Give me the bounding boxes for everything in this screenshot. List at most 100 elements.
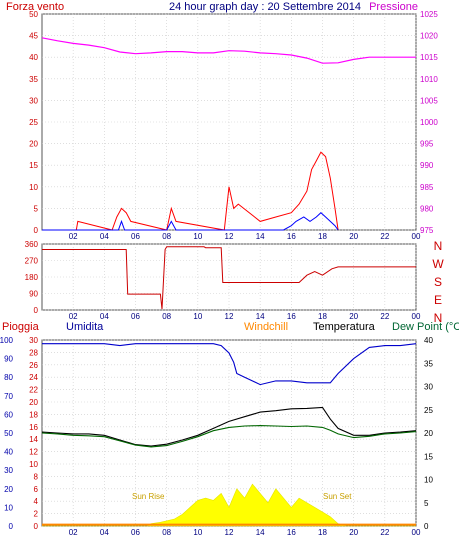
wind-speed-tick-label: 45 — [29, 32, 38, 41]
p1-x-tick-label: 04 — [100, 232, 109, 241]
rain-tick-label: 26 — [29, 361, 38, 370]
wind-speed-tick-label: 15 — [29, 161, 38, 170]
p3-x-tick-label: 02 — [69, 528, 78, 537]
wind-speed-tick-label: 20 — [29, 140, 38, 149]
p1-x-tick-label: 08 — [162, 232, 171, 241]
temperature-tick-label: 30 — [424, 383, 433, 392]
wind-direction-grid — [42, 243, 417, 311]
p3-x-tick-label: 00 — [412, 528, 421, 537]
rain-tick-label: 14 — [29, 435, 38, 444]
pressure-tick-label: 1005 — [420, 96, 438, 105]
p2-x-tick-label: 02 — [69, 312, 78, 321]
compass-label: N — [434, 239, 443, 253]
wind-speed-tick-label: 10 — [29, 183, 38, 192]
humidity-tick-label: 40 — [4, 448, 13, 457]
p1-series-line-1 — [42, 151, 339, 231]
temperature-tick-label: 5 — [424, 499, 429, 508]
temperature-tick-label: 35 — [424, 359, 433, 368]
rain-tick-label: 24 — [29, 373, 38, 382]
compass-label: N — [434, 311, 443, 325]
wind-direction-line-0 — [42, 246, 416, 310]
humidity-tick-label: 60 — [4, 410, 13, 419]
rain-tick-label: 28 — [29, 348, 38, 357]
p1-x-tick-label: 16 — [287, 232, 296, 241]
rain-tick-label: 10 — [29, 460, 38, 469]
pressure-tick-label: 1015 — [420, 53, 438, 62]
wind-speed-tick-label: 5 — [34, 204, 39, 213]
humidity-label: Umidita — [66, 321, 104, 333]
compass-label: S — [434, 275, 442, 289]
wind-speed-tick-label: 30 — [29, 96, 38, 105]
wind-direction-ticks: 0 90 180 270 360 02 04 06 08 10 12 14 16 18 20 22 00 — [25, 240, 421, 321]
windchill-label: Windchill — [244, 321, 288, 333]
p3-x-tick-label: 20 — [349, 528, 358, 537]
climate-series — [41, 343, 417, 527]
p1-x-tick-label: 06 — [131, 232, 140, 241]
p2-x-tick-label: 10 — [193, 312, 202, 321]
wind-direction-tick-label: 0 — [34, 306, 39, 315]
p1-x-tick-label: 22 — [380, 232, 389, 241]
p2-x-tick-label: 12 — [225, 312, 234, 321]
rain-tick-label: 0 — [34, 522, 39, 531]
dew-point-label: Dew Point (°C — [392, 321, 459, 333]
rain-tick-label: 6 — [34, 485, 39, 494]
p3-x-tick-label: 14 — [256, 528, 265, 537]
p1-x-tick-label: 02 — [69, 232, 78, 241]
rain-label: Pioggia — [2, 321, 40, 333]
rain-tick-label: 20 — [29, 398, 38, 407]
p2-x-tick-label: 16 — [287, 312, 296, 321]
humidity-tick-label: 50 — [4, 429, 13, 438]
temperature-label: Temperatura — [313, 321, 376, 333]
p2-x-tick-label: 04 — [100, 312, 109, 321]
pressure-tick-label: 980 — [420, 204, 434, 213]
pressure-tick-label: 1010 — [420, 75, 438, 84]
p2-x-tick-label: 08 — [162, 312, 171, 321]
temperature-tick-label: 25 — [424, 406, 433, 415]
humidity-tick-label: 30 — [4, 466, 13, 475]
rain-tick-label: 4 — [34, 497, 39, 506]
wind-speed-tick-label: 40 — [29, 53, 38, 62]
wind-direction-tick-label: 90 — [29, 290, 38, 299]
humidity-tick-label: 80 — [4, 373, 13, 382]
chart-title: 24 hour graph day : 20 Settembre 2014 — [169, 1, 361, 13]
p3-series-line-1 — [41, 406, 417, 447]
p2-x-tick-label: 22 — [380, 312, 389, 321]
p3-x-tick-label: 04 — [100, 528, 109, 537]
p3-x-tick-label: 08 — [162, 528, 171, 537]
p3-x-tick-label: 10 — [193, 528, 202, 537]
p1-x-tick-label: 10 — [193, 232, 202, 241]
climate-ticks: 0102030405060708090100024681012141618202… — [0, 336, 433, 537]
humidity-tick-label: 100 — [0, 336, 14, 345]
p3-x-tick-label: 06 — [131, 528, 140, 537]
wind-speed-tick-label: 0 — [34, 226, 39, 235]
pressure-tick-label: 1025 — [420, 10, 438, 19]
humidity-tick-label: 0 — [9, 522, 14, 531]
compass-label: W — [432, 257, 444, 271]
p2-x-tick-label: 06 — [131, 312, 140, 321]
rain-tick-label: 22 — [29, 386, 38, 395]
wind-pressure-series — [41, 37, 416, 231]
wind-speed-tick-label: 35 — [29, 75, 38, 84]
wind-direction-tick-label: 360 — [25, 240, 39, 249]
pressure-tick-label: 975 — [420, 226, 434, 235]
pressure-tick-label: 985 — [420, 183, 434, 192]
temperature-tick-label: 10 — [424, 476, 433, 485]
wind-direction-tick-label: 180 — [25, 273, 39, 282]
p3-x-tick-label: 18 — [318, 528, 327, 537]
humidity-tick-label: 90 — [4, 355, 13, 364]
p1-x-tick-label: 00 — [412, 232, 421, 241]
p3-x-tick-label: 16 — [287, 528, 296, 537]
p3-series-line-2 — [41, 425, 417, 448]
p1-x-tick-label: 14 — [256, 232, 265, 241]
p3-series-line-0 — [42, 343, 417, 386]
rain-tick-label: 30 — [29, 336, 38, 345]
rain-tick-label: 2 — [34, 510, 39, 519]
humidity-tick-label: 70 — [4, 392, 13, 401]
rain-tick-label: 16 — [29, 423, 38, 432]
sun-rise-label: Sun Rise — [132, 492, 165, 501]
wind-speed-tick-label: 50 — [29, 10, 38, 19]
p3-x-tick-label: 12 — [225, 528, 234, 537]
p1-x-tick-label: 20 — [349, 232, 358, 241]
